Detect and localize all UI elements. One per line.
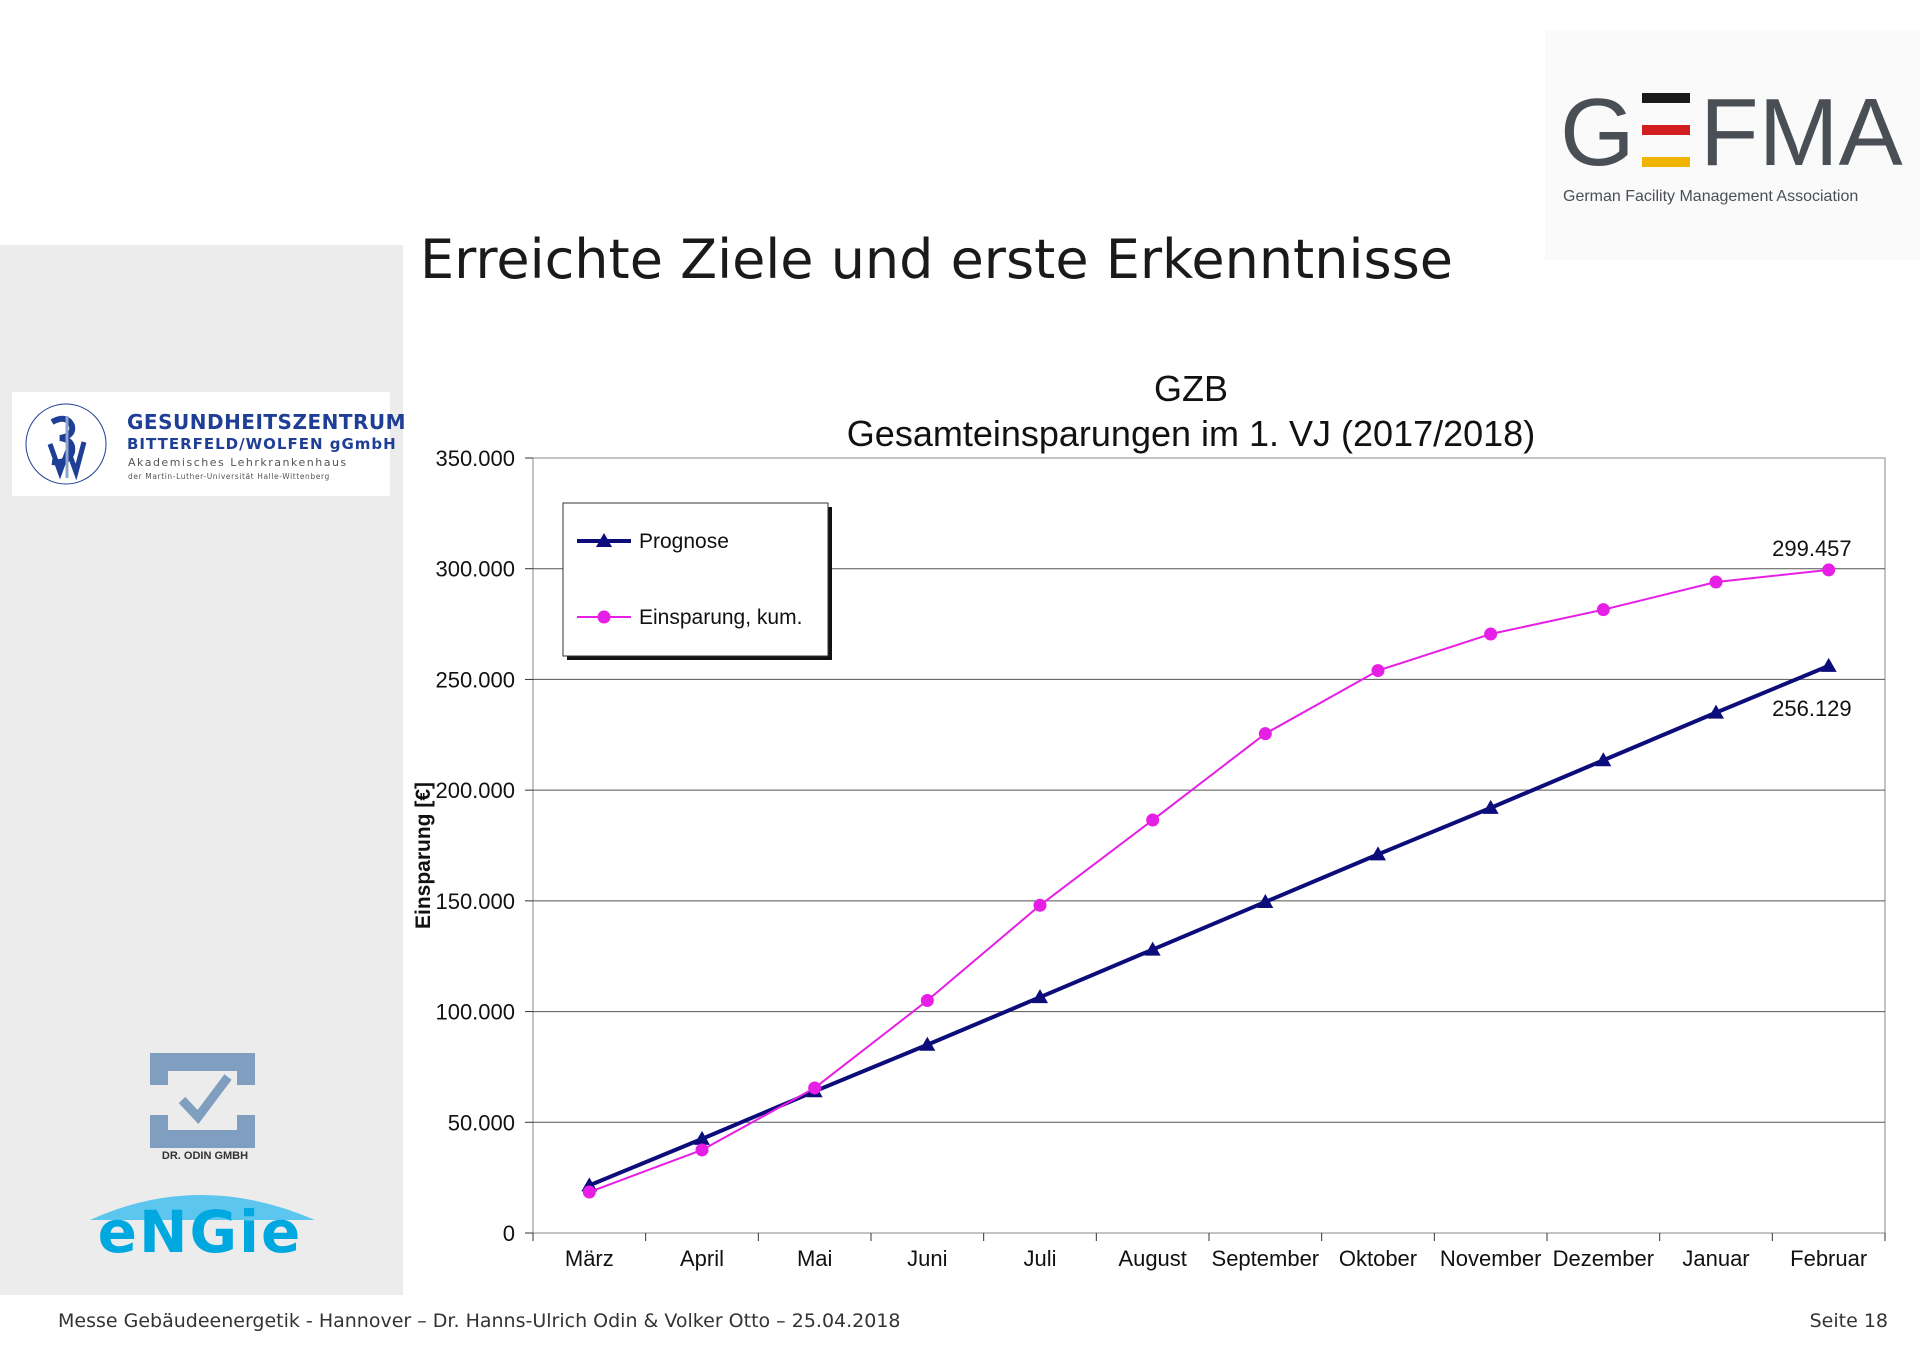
gefma-wordmark-icon: G FMA [1560, 85, 1903, 186]
data-point-prognose [1370, 846, 1386, 861]
legend-label-einsparung: Einsparung, kum. [639, 606, 802, 629]
data-point-einsparung [1822, 563, 1836, 577]
slide-title: Erreichte Ziele und erste Erkenntnisse [420, 228, 1453, 291]
x-tick-label: September [1212, 1246, 1320, 1271]
x-tick-label: Mai [797, 1246, 832, 1271]
x-tick-label: Oktober [1339, 1246, 1417, 1271]
gzb-subtitle: BITTERFELD/WOLFEN gGmbH [127, 435, 397, 453]
gzb-name: GESUNDHEITSZENTRUM [127, 410, 407, 434]
gzb-logo: GESUNDHEITSZENTRUM BITTERFELD/WOLFEN gGm… [12, 392, 406, 496]
engie-wordmark: eNGie [97, 1198, 303, 1266]
checkmark-icon [150, 1053, 255, 1148]
footer-caption: Messe Gebäudeenergetik - Hannover – Dr. … [58, 1310, 901, 1332]
data-point-prognose [1144, 941, 1161, 956]
y-tick-label: 50.000 [448, 1110, 515, 1135]
data-point-prognose [694, 1130, 710, 1145]
data-point-prognose [1708, 704, 1724, 719]
svg-text:G: G [1560, 85, 1635, 186]
y-tick-label: 200.000 [435, 778, 515, 803]
gzb-emblem-icon [25, 403, 107, 485]
engie-logo: eNGie [70, 1180, 340, 1280]
legend-marker-einsparung [597, 610, 611, 624]
y-tick-label: 350.000 [435, 446, 515, 471]
engie-arc-icon [90, 1195, 315, 1220]
data-point-prognose [1257, 893, 1274, 908]
data-point-einsparung [808, 1081, 822, 1095]
data-point-einsparung [1146, 813, 1160, 827]
data-point-einsparung [1033, 898, 1047, 912]
x-tick-label: April [680, 1246, 724, 1271]
data-point-einsparung [582, 1185, 596, 1199]
x-tick-label: Februar [1790, 1246, 1867, 1271]
data-point-prognose [1820, 657, 1837, 672]
svg-text:FMA: FMA [1700, 85, 1903, 186]
data-point-einsparung [1709, 575, 1723, 589]
data-point-einsparung [920, 994, 934, 1007]
data-label-einsparung: 299.457 [1772, 536, 1852, 561]
data-point-einsparung [695, 1143, 709, 1157]
chart-subtitle: Gesamteinsparungen im 1. VJ (2017/2018) [847, 413, 1535, 454]
y-tick-label: 150.000 [435, 889, 515, 914]
page-number: Seite 18 [1809, 1310, 1888, 1332]
gzb-tagline: Akademisches Lehrkrankenhaus [128, 456, 348, 469]
y-tick-label: 0 [503, 1221, 515, 1246]
data-point-prognose [919, 1036, 936, 1051]
data-point-einsparung [1596, 603, 1610, 617]
y-axis-label: Einsparung [€] [412, 782, 435, 929]
x-tick-label: März [565, 1246, 614, 1271]
x-tick-label: Juli [1023, 1246, 1056, 1271]
savings-line-chart: 0 50.000 100.000 150.000 200.000 250.000 300.0… [412, 368, 1886, 1271]
gzb-university: der Martin-Luther-Universität Halle-Witt… [128, 472, 330, 481]
x-tick-label: Juni [907, 1246, 947, 1271]
y-tick-label: 300.000 [435, 557, 515, 582]
x-tick-label: Januar [1682, 1246, 1749, 1271]
gefma-logo: G FMA German Facility Management Associa… [1545, 30, 1920, 260]
y-tick-label: 250.000 [435, 667, 515, 692]
gefma-tagline: German Facility Management Association [1563, 188, 1859, 205]
series-line-einsparung [588, 568, 1829, 1193]
legend-marker-prognose [596, 533, 612, 547]
data-point-einsparung [1371, 664, 1385, 678]
data-point-prognose [1595, 752, 1612, 767]
data-point-einsparung [1484, 627, 1498, 641]
data-point-prognose [1032, 989, 1048, 1004]
y-tick-label: 100.000 [435, 1000, 515, 1025]
legend-label-prognose: Prognose [639, 530, 729, 553]
odin-label: DR. ODIN GMBH [161, 1150, 249, 1162]
data-point-prognose [1482, 799, 1499, 814]
chart-title: GZB [1154, 368, 1228, 409]
data-label-prognose: 256.129 [1772, 696, 1852, 721]
legend [562, 502, 829, 657]
x-tick-label: Dezember [1553, 1246, 1654, 1271]
odin-logo: DR. ODIN GMBH [140, 1045, 270, 1170]
data-point-einsparung [1258, 727, 1272, 741]
x-tick-label: November [1440, 1246, 1541, 1271]
x-tick-label: August [1118, 1246, 1187, 1271]
